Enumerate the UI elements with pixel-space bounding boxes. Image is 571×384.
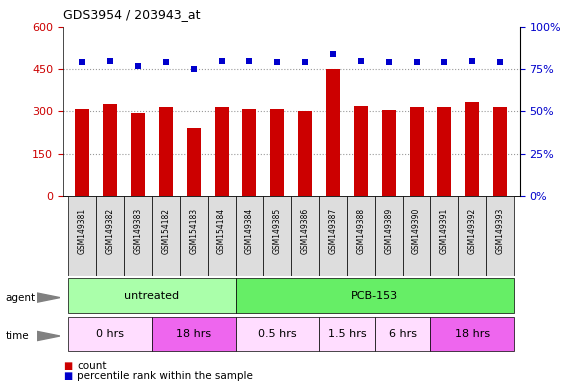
Text: untreated: untreated: [124, 291, 179, 301]
Text: GSM149383: GSM149383: [134, 208, 143, 254]
Bar: [319, 196, 347, 276]
Bar: [263, 196, 291, 276]
Text: GSM154183: GSM154183: [189, 208, 198, 254]
Bar: [493, 107, 507, 196]
Bar: [180, 196, 208, 276]
Point: [328, 51, 337, 57]
Bar: [465, 101, 479, 196]
Text: GSM149381: GSM149381: [78, 208, 87, 254]
Text: 6 hrs: 6 hrs: [389, 329, 417, 339]
Bar: [235, 278, 514, 313]
Bar: [319, 317, 375, 351]
Text: PCB-153: PCB-153: [351, 291, 399, 301]
Text: GSM149382: GSM149382: [106, 208, 115, 254]
Bar: [354, 106, 368, 196]
Bar: [96, 196, 124, 276]
Bar: [69, 317, 152, 351]
Bar: [431, 317, 514, 351]
Bar: [152, 196, 180, 276]
Text: GSM149389: GSM149389: [384, 208, 393, 254]
Text: GSM154182: GSM154182: [162, 208, 170, 254]
Text: GSM149384: GSM149384: [245, 208, 254, 254]
Text: ■: ■: [63, 361, 72, 371]
Bar: [486, 196, 514, 276]
Point: [161, 59, 170, 65]
Bar: [187, 128, 200, 196]
Text: ■: ■: [63, 371, 72, 381]
Bar: [270, 109, 284, 196]
Bar: [69, 278, 235, 313]
Bar: [431, 196, 459, 276]
Text: GSM149387: GSM149387: [328, 208, 337, 254]
Point: [412, 59, 421, 65]
Point: [440, 59, 449, 65]
Polygon shape: [37, 293, 60, 302]
Bar: [291, 196, 319, 276]
Text: count: count: [77, 361, 107, 371]
Point: [217, 58, 226, 64]
Text: GSM149390: GSM149390: [412, 208, 421, 254]
Point: [134, 63, 143, 69]
Text: GSM154184: GSM154184: [217, 208, 226, 254]
Bar: [298, 111, 312, 196]
Point: [496, 59, 505, 65]
Bar: [459, 196, 486, 276]
Bar: [382, 110, 396, 196]
Text: time: time: [6, 331, 29, 341]
Point: [78, 59, 87, 65]
Bar: [326, 69, 340, 196]
Point: [245, 58, 254, 64]
Bar: [375, 317, 431, 351]
Bar: [409, 107, 424, 196]
Text: agent: agent: [6, 293, 36, 303]
Bar: [235, 196, 263, 276]
Bar: [131, 113, 145, 196]
Bar: [235, 317, 319, 351]
Text: GSM149388: GSM149388: [356, 208, 365, 254]
Text: 18 hrs: 18 hrs: [176, 329, 211, 339]
Point: [468, 58, 477, 64]
Bar: [124, 196, 152, 276]
Text: GSM149391: GSM149391: [440, 208, 449, 254]
Text: 0 hrs: 0 hrs: [96, 329, 124, 339]
Bar: [69, 196, 96, 276]
Bar: [103, 104, 117, 196]
Bar: [243, 109, 256, 196]
Bar: [437, 107, 451, 196]
Text: GDS3954 / 203943_at: GDS3954 / 203943_at: [63, 8, 200, 21]
Text: 1.5 hrs: 1.5 hrs: [328, 329, 366, 339]
Bar: [347, 196, 375, 276]
Point: [356, 58, 365, 64]
Point: [273, 59, 282, 65]
Text: GSM149393: GSM149393: [496, 208, 505, 254]
Point: [106, 58, 115, 64]
Polygon shape: [37, 331, 60, 341]
Text: 18 hrs: 18 hrs: [455, 329, 490, 339]
Text: GSM149386: GSM149386: [301, 208, 309, 254]
Text: GSM149385: GSM149385: [273, 208, 282, 254]
Point: [300, 59, 309, 65]
Bar: [403, 196, 431, 276]
Bar: [375, 196, 403, 276]
Bar: [208, 196, 235, 276]
Text: GSM149392: GSM149392: [468, 208, 477, 254]
Text: 0.5 hrs: 0.5 hrs: [258, 329, 296, 339]
Text: percentile rank within the sample: percentile rank within the sample: [77, 371, 253, 381]
Bar: [159, 107, 173, 196]
Point: [189, 66, 198, 72]
Bar: [152, 317, 235, 351]
Bar: [75, 109, 89, 196]
Bar: [215, 107, 228, 196]
Point: [384, 59, 393, 65]
